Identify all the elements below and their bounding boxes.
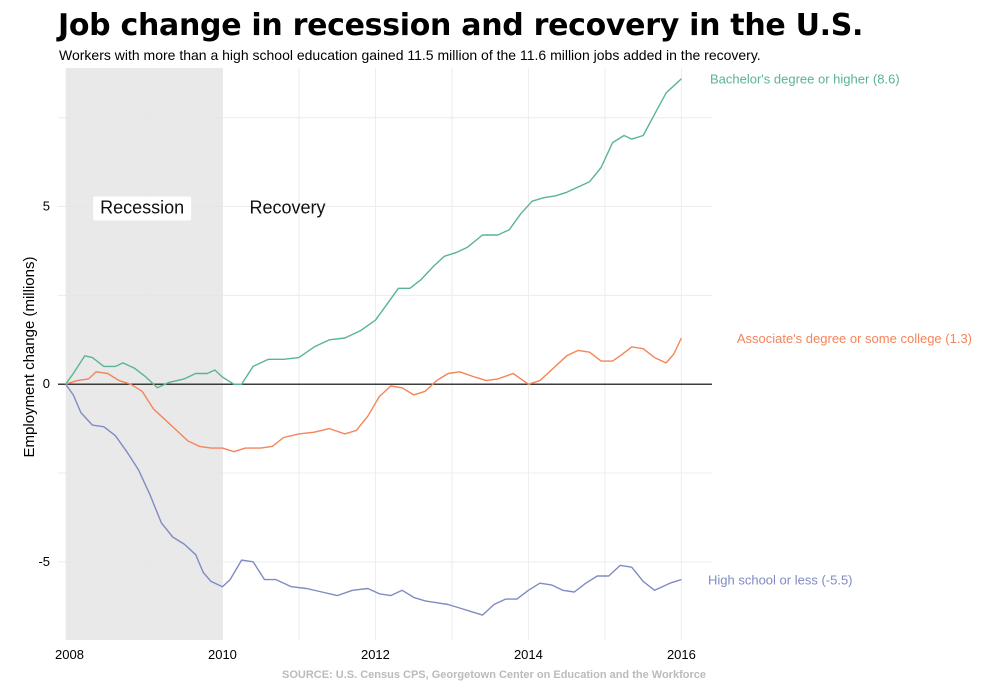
recession-shaded-region	[65, 68, 223, 640]
high-school-line	[65, 383, 682, 616]
series-label: High school or less (-5.5)	[708, 573, 853, 588]
associates-line	[65, 337, 683, 453]
x-tick-label: 2014	[514, 647, 543, 662]
x-tick-label: 2016	[667, 647, 696, 662]
x-tick-label: 2008	[55, 647, 84, 662]
y-tick-label: -5	[38, 554, 50, 569]
series-label: Associate's degree or some college (1.3)	[737, 331, 972, 346]
y-tick-label: 5	[43, 199, 50, 214]
x-tick-label: 2012	[361, 647, 390, 662]
series-labels: Bachelor's degree or higher (8.6) Associa…	[708, 72, 972, 588]
series-lines	[65, 78, 683, 616]
y-tick-label: 0	[43, 376, 50, 391]
recession-label-background	[93, 196, 192, 221]
recession-annotation: Recession	[100, 198, 184, 218]
recovery-annotation: Recovery	[249, 198, 325, 218]
axes: -5 0 5 2008 2010 2012 2014 2016 Recession Recover…	[38, 196, 712, 662]
x-tick-label: 2010	[208, 647, 237, 662]
chart-subtitle: Workers with more than a high school edu…	[59, 47, 761, 63]
bachelors-line	[65, 78, 682, 389]
y-axis-label: Employment change (millions)	[21, 257, 38, 458]
chart-title: Job change in recession and recovery in …	[58, 8, 864, 43]
series-label: Bachelor's degree or higher (8.6)	[710, 72, 900, 87]
source-note: SOURCE: U.S. Census CPS, Georgetown Cent…	[282, 669, 706, 681]
